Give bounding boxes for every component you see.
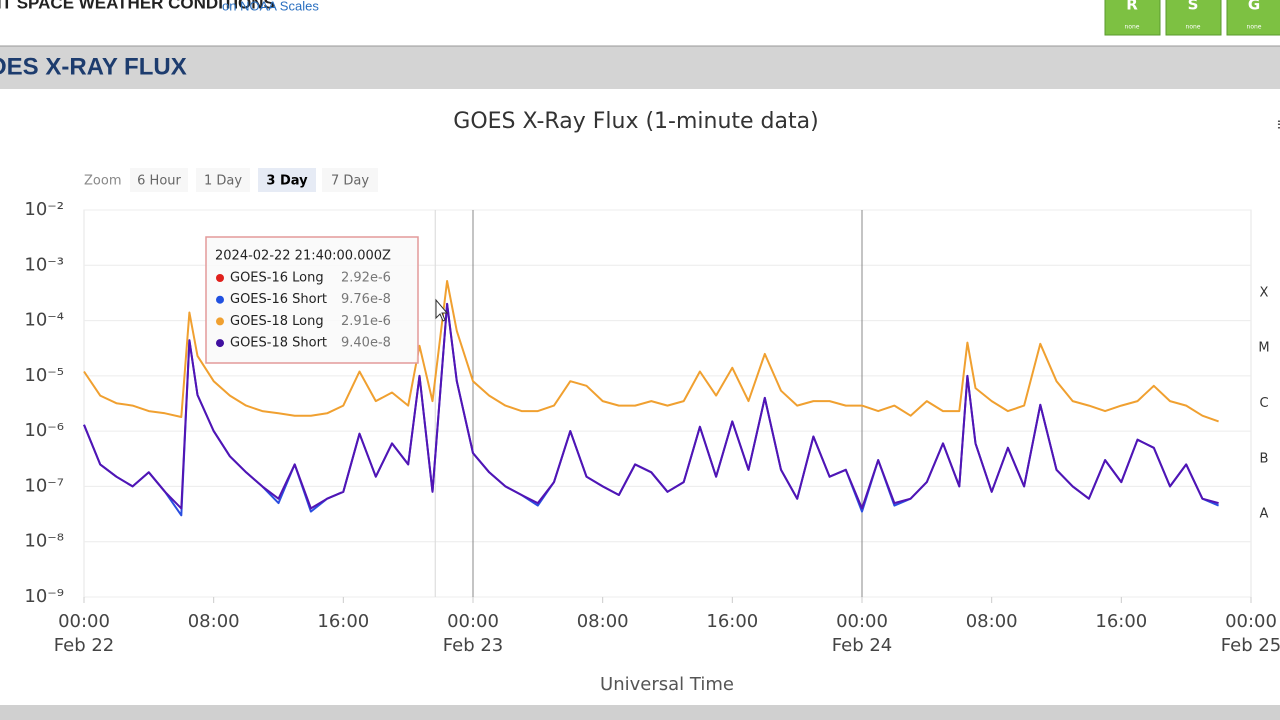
x-tick-label: 00:00: [447, 611, 499, 632]
scale-status: none: [1125, 24, 1140, 31]
flare-class-label: M: [1258, 341, 1269, 356]
scale-box[interactable]: [1104, 0, 1161, 36]
scale-letter: G: [1248, 0, 1260, 14]
zoom-button[interactable]: [196, 168, 250, 192]
zoom-button[interactable]: [322, 168, 378, 192]
y-tick-label: 10⁻⁷: [24, 475, 64, 496]
header-bar: [0, 0, 1280, 46]
tooltip-value: 9.40e-8: [341, 336, 391, 351]
x-axis-label: Universal Time: [600, 674, 734, 695]
zoom-button[interactable]: [258, 168, 316, 192]
x-tick-label: 08:00: [577, 611, 629, 632]
x-tick-label: 00:00: [1225, 611, 1277, 632]
scale-box[interactable]: [1165, 0, 1222, 36]
tooltip-value: 2.91e-6: [341, 314, 391, 329]
scale-status: none: [1186, 24, 1201, 31]
x-tick-label: 08:00: [188, 611, 240, 632]
flare-class-label: X: [1260, 285, 1269, 300]
cursor: [435, 298, 449, 322]
bottom-bar: [0, 705, 1280, 720]
x-tick-label: 00:00: [836, 611, 888, 632]
x-date-label: Feb 23: [443, 635, 504, 656]
x-tick-label: 16:00: [706, 611, 758, 632]
zoom-label: Zoom: [84, 174, 121, 189]
tooltip-value: 2.92e-6: [341, 271, 391, 286]
x-date-label: Feb 24: [832, 635, 893, 656]
zoom-button-label[interactable]: 3 Day: [266, 174, 308, 189]
y-tick-label: 10⁻⁵: [24, 365, 64, 386]
scale-letter: S: [1188, 0, 1199, 14]
header-subtitle: on NOAA Scales: [222, 0, 319, 13]
x-date-label: Feb 22: [54, 635, 115, 656]
y-tick-label: 10⁻⁶: [24, 420, 64, 441]
zoom-button[interactable]: [130, 168, 188, 192]
x-date-label: Feb 25: [1221, 635, 1280, 656]
series-line: [83, 280, 1219, 423]
flare-class-label: B: [1260, 451, 1269, 466]
tooltip-name: GOES-16 Short: [230, 292, 327, 307]
tooltip-box: [205, 236, 419, 364]
section-title: OES X-RAY FLUX: [0, 53, 187, 80]
y-tick-label: 10⁻³: [24, 254, 64, 275]
series-line: [83, 302, 1219, 510]
tooltip-dot: [216, 339, 224, 348]
flare-class-label: C: [1259, 396, 1268, 411]
scale-status: none: [1247, 24, 1262, 31]
tooltip-dot: [216, 317, 224, 326]
tooltip-name: GOES-18 Long: [230, 314, 324, 329]
scale-box[interactable]: [1226, 0, 1280, 36]
tooltip-value: 9.76e-8: [341, 292, 391, 307]
tooltip-name: GOES-18 Short: [230, 336, 327, 351]
x-tick-label: 16:00: [317, 611, 369, 632]
menu-icon[interactable]: ≡: [1276, 114, 1280, 135]
tooltip-dot: [216, 274, 224, 282]
x-tick-label: 16:00: [1095, 611, 1147, 632]
tooltip-time: 2024-02-22 21:40:00.000Z: [215, 249, 391, 264]
zoom-button-label[interactable]: 7 Day: [331, 174, 369, 189]
section-bar: [0, 46, 1280, 89]
zoom-button-label[interactable]: 1 Day: [204, 174, 242, 189]
flare-class-label: A: [1260, 507, 1269, 522]
tooltip-name: GOES-16 Long: [230, 271, 324, 286]
header-title: ENT SPACE WEATHER CONDITIONS: [0, 0, 275, 12]
y-tick-label: 10⁻²: [24, 199, 64, 220]
tooltip-dot: [216, 295, 224, 304]
y-tick-label: 10⁻⁴: [24, 310, 64, 331]
y-tick-label: 10⁻⁸: [24, 531, 64, 552]
chart-title: GOES X-Ray Flux (1-minute data): [453, 109, 818, 134]
y-tick-label: 10⁻⁹: [24, 586, 64, 607]
zoom-button-label[interactable]: 6 Hour: [137, 174, 181, 189]
x-tick-label: 00:00: [58, 611, 110, 632]
x-tick-label: 08:00: [966, 611, 1018, 632]
scale-letter: R: [1126, 0, 1138, 14]
